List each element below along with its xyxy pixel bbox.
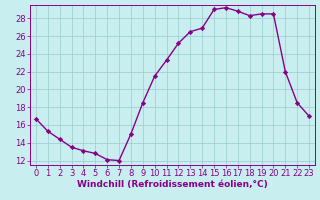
X-axis label: Windchill (Refroidissement éolien,°C): Windchill (Refroidissement éolien,°C) — [77, 180, 268, 189]
